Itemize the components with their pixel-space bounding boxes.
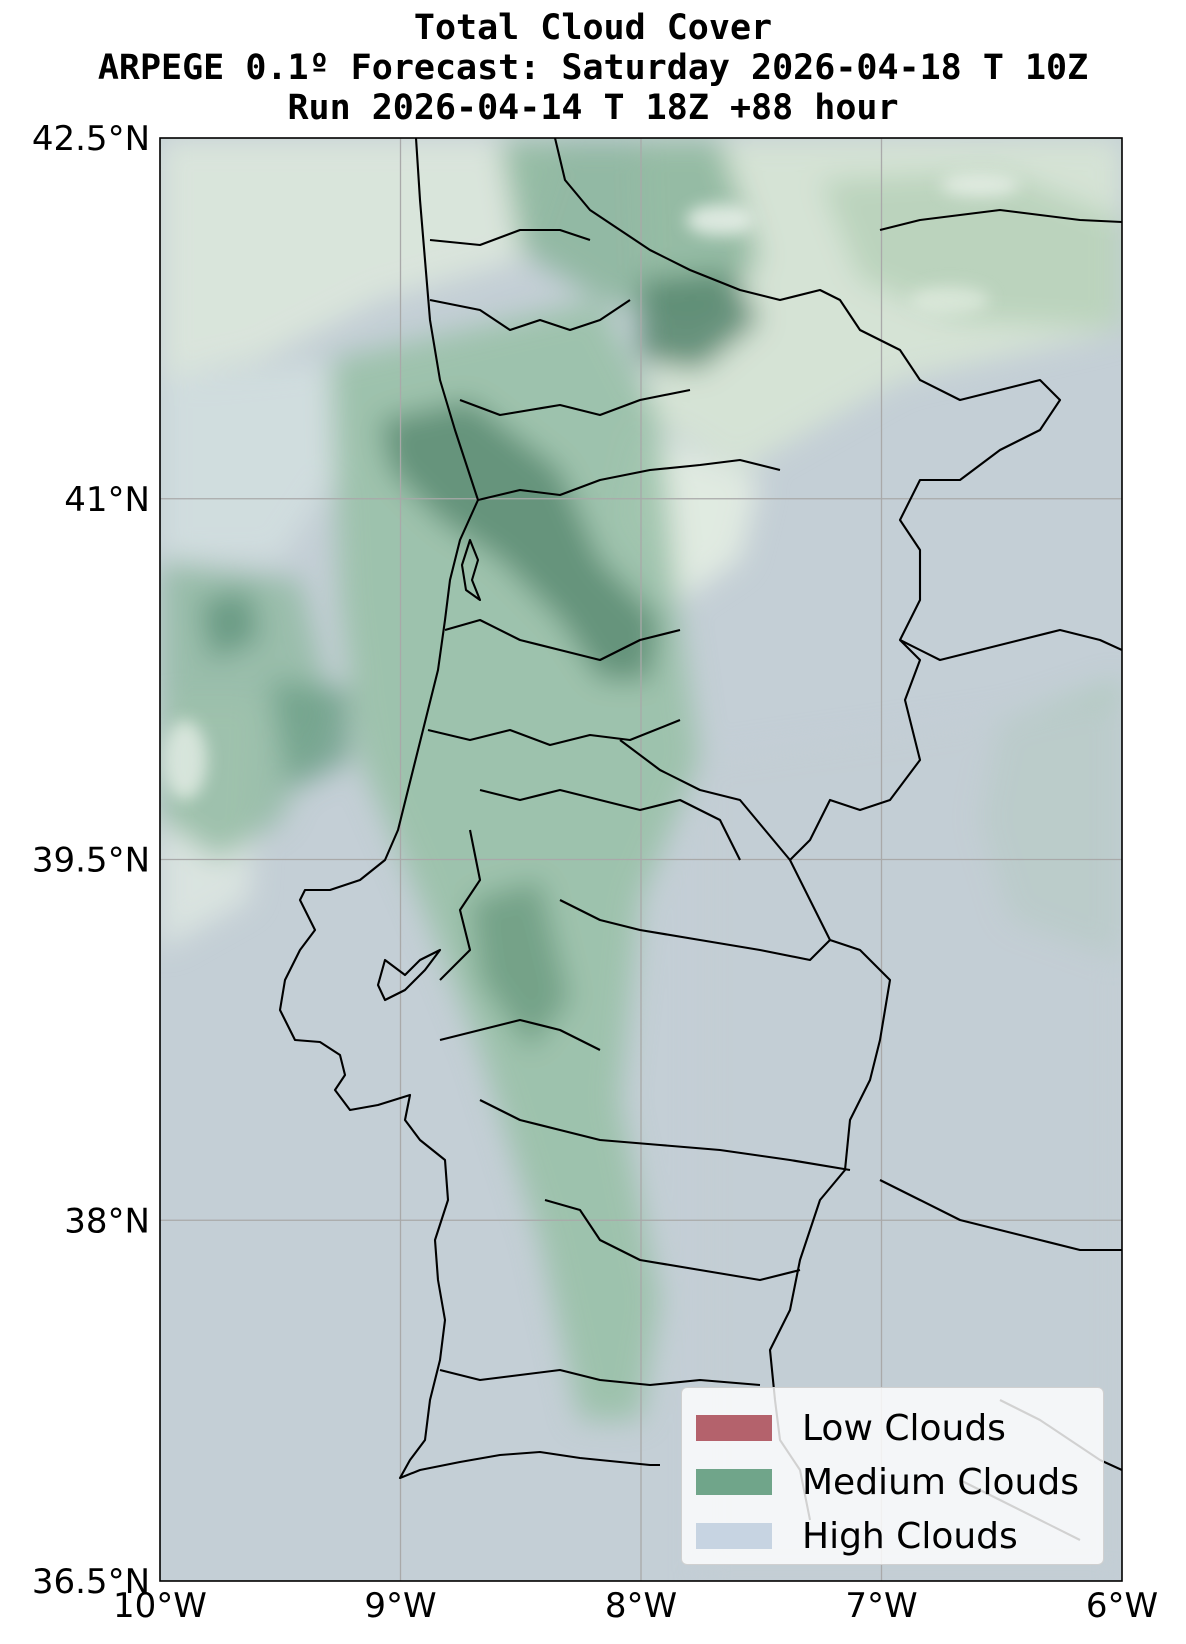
lat-tick-label: 39.5°N xyxy=(32,841,150,881)
lon-tick-label: 10°W xyxy=(113,1586,207,1626)
legend-item-medium-clouds: Medium Clouds xyxy=(696,1461,1079,1503)
district-line-6 xyxy=(427,719,681,747)
map-frame xyxy=(159,137,1123,1582)
legend-item-high-clouds: High Clouds xyxy=(696,1515,1018,1557)
cloud-field xyxy=(160,138,1122,1581)
lat-tick-label: 36.5°N xyxy=(32,1562,150,1602)
district-line-7 xyxy=(479,788,741,861)
district-line-17 xyxy=(879,208,1122,232)
district-line-1 xyxy=(429,228,591,247)
map-title: Total Cloud Cover ARPEGE 0.1º Forecast: … xyxy=(0,8,1186,128)
title-line-2: ARPEGE 0.1º Forecast: Saturday 2026-04-1… xyxy=(97,48,1089,88)
latitude-tick-labels: 42.5°N 41°N 39.5°N 38°N 36.5°N xyxy=(32,119,150,1602)
coastline xyxy=(278,138,660,1480)
cloud-shading xyxy=(160,138,1122,1581)
district-line-16 xyxy=(899,628,1122,662)
legend-label-medium-clouds: Medium Clouds xyxy=(802,1461,1079,1503)
legend-swatch-low-clouds xyxy=(696,1415,772,1441)
lon-tick-label: 7°W xyxy=(845,1586,917,1626)
legend-swatch-medium-clouds xyxy=(696,1469,772,1495)
legend-item-low-clouds: Low Clouds xyxy=(696,1407,1006,1449)
title-line-3: Run 2026-04-14 T 18Z +88 hour xyxy=(287,88,899,128)
district-line-5 xyxy=(444,618,681,662)
district-line-11 xyxy=(439,1018,601,1051)
legend-label-high-clouds: High Clouds xyxy=(802,1515,1018,1557)
legend: Low Clouds Medium Clouds High Clouds xyxy=(681,1387,1104,1565)
district-line-14 xyxy=(439,1368,761,1387)
cloud-highlights xyxy=(163,173,1020,800)
district-line-13 xyxy=(544,1198,801,1282)
lat-tick-label: 41°N xyxy=(64,480,150,520)
longitude-tick-labels: 10°W 9°W 8°W 7°W 6°W xyxy=(113,1586,1158,1626)
gridlines xyxy=(160,138,1122,1581)
tagus-estuary xyxy=(376,948,442,1002)
lon-tick-label: 6°W xyxy=(1086,1586,1158,1626)
district-line-4 xyxy=(477,458,781,502)
district-line-12 xyxy=(479,1099,851,1172)
legend-swatch-high-clouds xyxy=(696,1523,772,1549)
legend-label-low-clouds: Low Clouds xyxy=(802,1407,1006,1449)
lat-tick-label: 38°N xyxy=(64,1201,150,1241)
district-line-15 xyxy=(879,1179,1122,1252)
district-line-9 xyxy=(439,829,482,981)
lon-tick-label: 9°W xyxy=(364,1586,436,1626)
lon-tick-label: 8°W xyxy=(605,1586,677,1626)
lat-tick-label: 42.5°N xyxy=(32,119,150,159)
district-line-3 xyxy=(459,388,691,417)
district-line-2 xyxy=(429,298,631,332)
district-line-10 xyxy=(559,899,831,962)
district-line-8 xyxy=(619,739,791,861)
aveiro-lagoon xyxy=(460,538,482,602)
title-line-1: Total Cloud Cover xyxy=(413,8,773,48)
